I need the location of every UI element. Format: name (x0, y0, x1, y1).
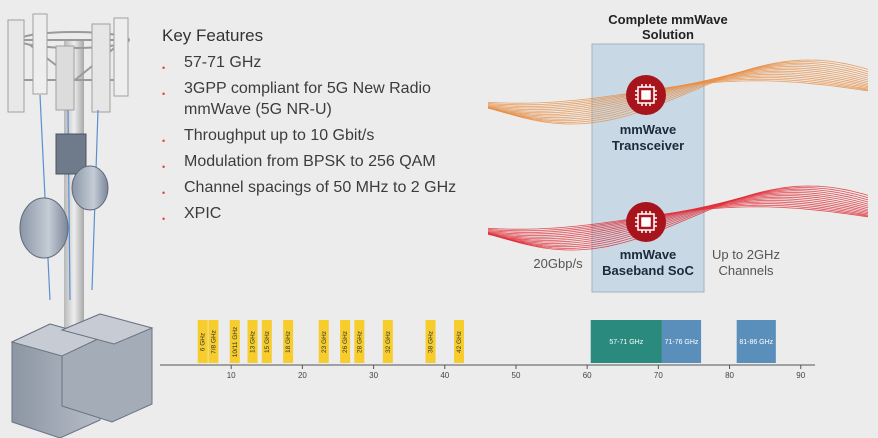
bullet-icon: • (162, 63, 166, 73)
wave-line (488, 196, 869, 240)
feature-item: • Channel spacings of 50 MHz to 2 GHz (162, 177, 456, 198)
wave-line (488, 80, 869, 104)
transceiver-label: Transceiver (612, 138, 684, 153)
antenna-panel (113, 17, 129, 97)
frequency-band-label: 13 GHz (250, 331, 257, 353)
wave-line (488, 188, 869, 248)
features-list: • 57-71 GHz • 3GPP compliant for 5G New Ra… (162, 52, 456, 224)
feature-item: • XPIC (162, 203, 456, 224)
frequency-band-bar (382, 320, 393, 363)
frequency-band-label: 57-71 GHz (609, 339, 643, 346)
transceiver-waves (488, 59, 869, 125)
frequency-band-label: 10/11 GHz (232, 327, 239, 358)
axis-tick-label: 60 (583, 371, 592, 380)
axis-tick-label: 20 (298, 371, 307, 380)
features-title: Key Features (162, 26, 264, 45)
wave-line (488, 69, 869, 115)
feature-item: • 3GPP compliant for 5G New Radio mmWave (… (162, 80, 431, 118)
channels-label: Up to 2GHz (712, 247, 780, 262)
feature-item: • Modulation from BPSK to 256 QAM (162, 151, 456, 172)
microwave-dish (71, 165, 109, 211)
throughput-label: 20Gbp/s (533, 256, 583, 271)
transceiver-badge (626, 75, 666, 115)
axis-tick-label: 40 (440, 371, 449, 380)
frequency-band-bar (736, 320, 776, 363)
wave-line (488, 59, 869, 125)
axis-tick-label: 50 (512, 371, 521, 380)
frequency-band-bar (261, 320, 272, 363)
wave-line (488, 66, 869, 118)
frequency-band-bar (229, 320, 240, 363)
frequency-band-label: 26 GHz (342, 331, 349, 353)
frequency-band-label: 38 GHz (428, 331, 435, 353)
antenna-panel (91, 23, 111, 113)
microwave-dish (19, 197, 69, 259)
wave-line (488, 185, 869, 251)
frequency-band-label: 32 GHz (385, 331, 392, 353)
frequency-band-bar (425, 320, 436, 363)
baseband-badge (626, 202, 666, 242)
frequency-band-bar (590, 320, 662, 363)
frequency-band-label: 15 GHz (264, 331, 271, 353)
antenna-panel (7, 19, 25, 113)
frequency-band-bar (283, 320, 294, 363)
frequency-band-label: 18 GHz (285, 331, 292, 353)
solution-title: Complete mmWave (608, 12, 727, 27)
frequency-band-label: 42 GHz (456, 331, 463, 353)
feature-item: • Throughput up to 10 Gbit/s (162, 125, 456, 146)
frequency-band-bar (197, 320, 208, 363)
bullet-icon: • (162, 136, 166, 146)
antenna-panel (32, 13, 48, 95)
channels-label: Channels (719, 263, 774, 278)
feature-item: • 57-71 GHz (162, 52, 456, 73)
wave-line (488, 61, 869, 123)
axis-tick-label: 90 (796, 371, 805, 380)
axis-tick-label: 30 (369, 371, 378, 380)
frequency-band-label: 7/8 GHz (210, 330, 217, 354)
frequency-band-label: 23 GHz (321, 331, 328, 353)
axis-tick-label: 10 (227, 371, 236, 380)
wave-line (488, 67, 869, 117)
frequency-band-label: 81-86 GHz (739, 339, 773, 346)
wave-line (488, 195, 869, 241)
wave-line (488, 192, 869, 244)
wave-line (488, 70, 869, 114)
wave-line (488, 193, 869, 243)
frequency-band-bar (318, 320, 329, 363)
bullet-icon: • (162, 162, 166, 172)
mmwave-solution-diagram: Complete mmWave Solution mmWave Transcei… (488, 12, 869, 293)
frequency-band-label: 71-76 GHz (665, 339, 699, 346)
axis-tick-label: 70 (654, 371, 663, 380)
frequency-band-bar (661, 320, 702, 363)
bullet-icon: • (162, 214, 166, 224)
antenna-panel (55, 45, 75, 111)
wave-line (488, 62, 869, 122)
chip-icon (635, 84, 657, 106)
frequency-band-label: 28 GHz (356, 331, 363, 353)
baseband-label: mmWave (620, 247, 677, 262)
chip-icon (635, 211, 657, 233)
transceiver-label: mmWave (620, 122, 677, 137)
baseband-waves (488, 185, 869, 251)
radio-unit (55, 133, 87, 175)
frequency-spectrum-chart: 6 GHz 7/8 GHz 10/11 GHz 13 GHz 15 GHz 18 GHz 2… (160, 320, 815, 380)
frequency-band-bar (454, 320, 465, 363)
bullet-icon: • (162, 89, 166, 99)
wave-line (488, 187, 869, 249)
wave-line (488, 64, 869, 120)
key-features: Key Features • 57-71 GHz • 3GPP compliant … (162, 26, 456, 229)
frequency-band-bar (247, 320, 258, 363)
cell-tower-illustration (7, 13, 154, 438)
solution-title: Solution (642, 27, 694, 42)
frequency-band-bar (354, 320, 365, 363)
axis-tick-label: 80 (725, 371, 734, 380)
bullet-icon: • (162, 188, 166, 198)
frequency-band-label: 6 GHz (200, 333, 207, 351)
frequency-band-bar (208, 320, 219, 363)
wave-line (488, 206, 869, 230)
wave-line (488, 190, 869, 246)
baseband-label: Baseband SoC (602, 263, 694, 278)
frequency-band-bar (340, 320, 351, 363)
